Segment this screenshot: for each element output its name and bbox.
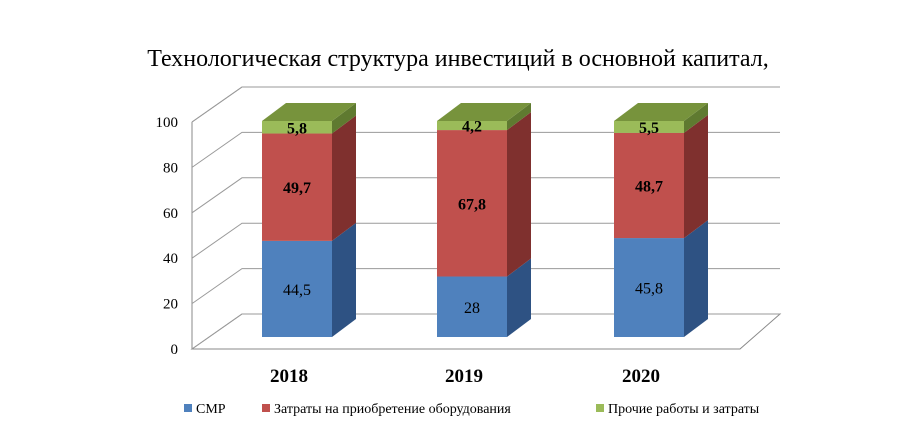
bars — [262, 103, 708, 337]
data-label: 45,8 — [635, 281, 663, 298]
legend-label: Затраты на приобретение оборудования — [274, 402, 511, 417]
y-tick-label: 0 — [171, 342, 179, 358]
bar-2018-series-2 — [262, 115, 356, 241]
data-label: 48,7 — [635, 178, 663, 195]
bar-front — [262, 240, 332, 337]
x-category-2019: 2019 — [445, 366, 483, 387]
bar-side — [507, 112, 531, 277]
legend-swatch — [596, 404, 604, 412]
legend-swatch — [184, 404, 192, 412]
bar-side — [332, 222, 356, 337]
bar-2019-series-1 — [437, 258, 531, 337]
y-tick-label: 40 — [163, 251, 178, 267]
bar-2020-series-2 — [614, 114, 708, 239]
bar-side — [684, 114, 708, 239]
bar-front — [614, 238, 684, 337]
data-label: 4,2 — [462, 119, 482, 136]
bar-side — [684, 103, 708, 133]
legend: СМР Затраты на приобретение оборудования П… — [184, 402, 760, 417]
data-label: 67,8 — [458, 196, 486, 213]
legend-item-3: Прочие работы и затраты — [596, 402, 760, 417]
gridline — [191, 313, 780, 350]
x-category-2020: 2020 — [622, 366, 660, 387]
bar-front — [437, 130, 507, 277]
bar-2019-series-2 — [437, 112, 531, 277]
bar-side — [507, 103, 531, 131]
bar-top — [437, 103, 531, 121]
gridline — [191, 131, 780, 168]
bar-front — [437, 121, 507, 131]
bar-2018-series-3 — [262, 103, 356, 134]
gridline — [191, 86, 780, 123]
bar-2020-series-1 — [614, 220, 708, 337]
legend-label: Прочие работы и затраты — [608, 402, 760, 417]
bar-2019-series-3 — [437, 103, 531, 131]
y-tick-label: 80 — [163, 160, 178, 176]
data-label: 5,8 — [287, 120, 307, 137]
bar-side — [332, 103, 356, 134]
bar-top — [614, 103, 708, 121]
bar-side — [507, 258, 531, 337]
data-label: 44,5 — [283, 282, 311, 299]
data-labels: 44,5 49,7 5,8 28 67,8 4,2 45,8 48,7 5,5 — [283, 119, 663, 317]
y-axis-ticks: 0 20 40 60 80 100 — [156, 115, 179, 358]
gridline — [191, 268, 780, 305]
chart-title: Технологическая структура инвестиций в о… — [147, 46, 769, 72]
gridline — [191, 177, 780, 214]
y-tick-label: 100 — [156, 115, 179, 131]
legend-item-2: Затраты на приобретение оборудования — [262, 402, 511, 417]
y-tick-label: 20 — [163, 297, 178, 313]
gridline — [191, 222, 780, 259]
data-label: 49,7 — [283, 180, 311, 197]
bar-2018-series-1 — [262, 222, 356, 337]
gridlines — [191, 86, 780, 350]
bar-front — [614, 132, 684, 239]
data-label: 5,5 — [639, 120, 659, 137]
x-category-2018: 2018 — [270, 366, 308, 387]
bar-side — [684, 220, 708, 337]
bar-top — [262, 103, 356, 121]
data-label: 28 — [464, 300, 480, 317]
legend-label: СМР — [196, 402, 226, 417]
bar-front — [437, 276, 507, 337]
bar-2020-series-3 — [614, 103, 708, 133]
legend-item-1: СМР — [184, 402, 226, 417]
bar-front — [262, 133, 332, 241]
x-axis-categories: 2018 2019 2020 — [270, 366, 660, 387]
y-tick-label: 60 — [163, 206, 178, 222]
bar-side — [332, 115, 356, 241]
bar-front — [262, 121, 332, 134]
bar-front — [614, 121, 684, 133]
legend-swatch — [262, 404, 270, 412]
